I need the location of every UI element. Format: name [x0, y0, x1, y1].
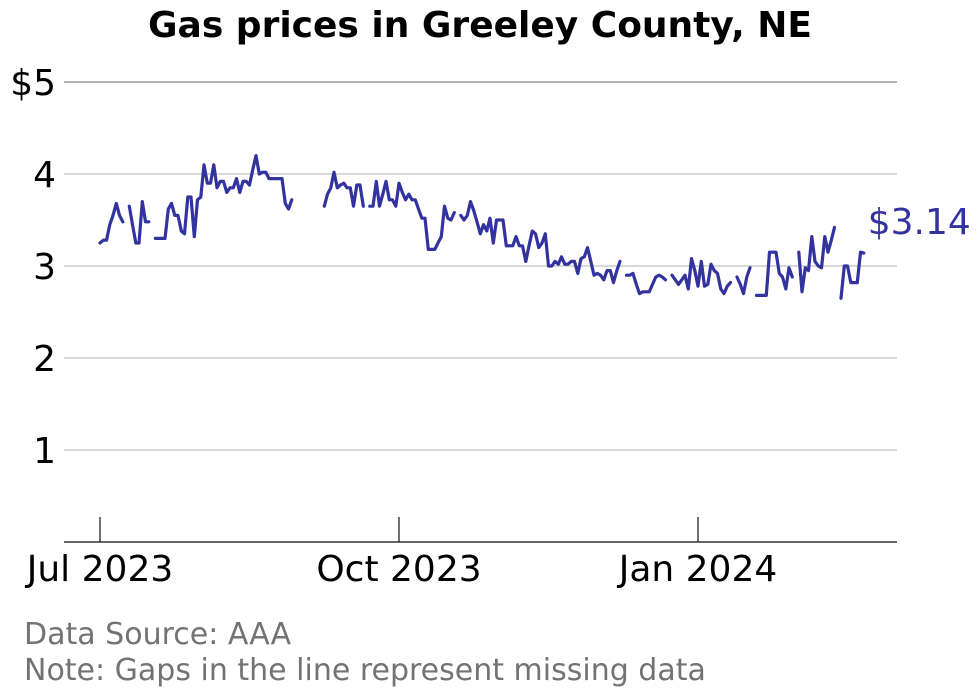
y-tick-label-4: 4	[33, 155, 56, 196]
series-layer	[98, 154, 866, 300]
axis-layer	[64, 517, 897, 543]
series-0-segment-10	[797, 225, 837, 294]
data-source-note: Data Source: AAA	[24, 617, 292, 652]
series-0-segment-2	[153, 154, 294, 240]
y-tick-label-1: 1	[33, 431, 56, 472]
series-0-segment-3	[322, 170, 365, 208]
series-0-segment-4	[368, 179, 456, 251]
x-tick-label-0: Jul 2023	[25, 549, 174, 590]
series-0-segment-0	[98, 201, 125, 245]
gas-price-line-chart: Gas prices in Greeley County, NE 1 2 3 4 $5 J…	[10, 5, 971, 590]
chart-title: Gas prices in Greeley County, NE	[148, 5, 812, 46]
x-tick-label-2: Jan 2024	[617, 549, 778, 590]
grid-layer	[64, 81, 897, 451]
missing-data-note: Note: Gaps in the line represent missing…	[24, 653, 706, 688]
y-tick-label-5: $5	[10, 63, 56, 104]
y-tick-label-2: 2	[33, 339, 56, 380]
series-0-segment-11	[839, 250, 866, 300]
last-value-label: $3.14	[868, 202, 971, 243]
x-tick-label-1: Oct 2023	[316, 549, 481, 590]
series-0-segment-8	[735, 266, 752, 296]
series-0-segment-1	[127, 200, 151, 245]
series-0-segment-7	[670, 257, 733, 296]
label-layer: 1 2 3 4 $5 Jul 2023 Oct 2023 Jan 2024 $3.14	[10, 63, 971, 590]
series-0-segment-9	[754, 250, 794, 297]
series-0-segment-5	[459, 200, 622, 285]
y-tick-label-3: 3	[33, 247, 56, 288]
series-0-segment-6	[624, 271, 668, 296]
